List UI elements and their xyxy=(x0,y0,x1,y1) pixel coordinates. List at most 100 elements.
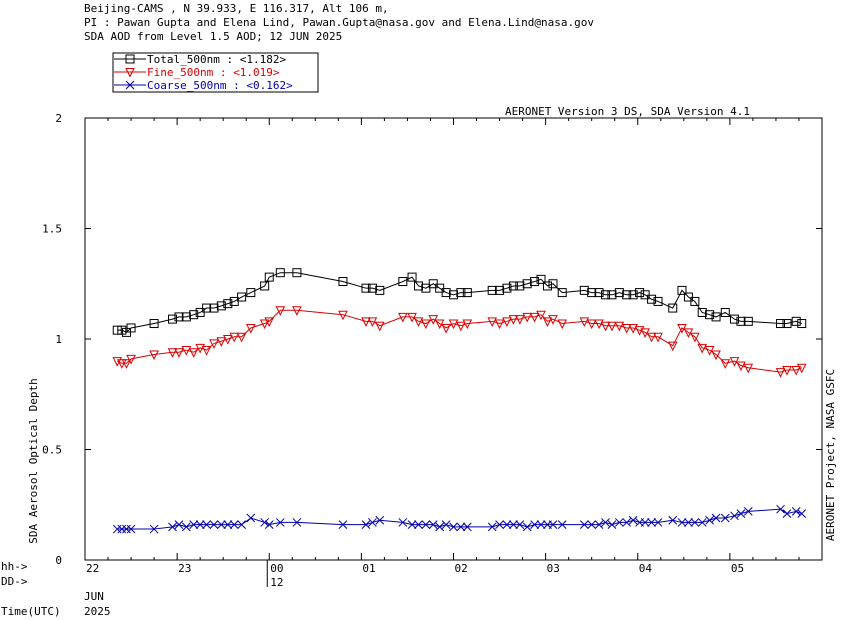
point-coarse_500nm xyxy=(168,522,177,532)
point-total_500nm xyxy=(398,277,408,287)
point-fine_500nm xyxy=(494,319,505,330)
point-coarse_500nm xyxy=(677,518,687,527)
point-coarse_500nm xyxy=(398,518,408,527)
point-coarse_500nm xyxy=(237,520,246,529)
point-fine_500nm xyxy=(413,317,424,327)
point-fine_500nm xyxy=(201,346,212,356)
point-coarse_500nm xyxy=(487,522,497,532)
point-coarse_500nm xyxy=(776,504,785,514)
point-fine_500nm xyxy=(216,337,227,347)
point-coarse_500nm xyxy=(375,515,385,525)
point-coarse_500nm xyxy=(522,522,532,532)
credit-label: AERONET Project, NASA GSFC xyxy=(824,369,837,541)
point-fine_500nm xyxy=(361,317,371,327)
plot-frame xyxy=(84,117,823,561)
point-fine_500nm xyxy=(117,359,127,369)
point-coarse_500nm xyxy=(292,518,302,527)
point-fine_500nm xyxy=(646,332,657,343)
day-row-label: DD-> xyxy=(1,575,28,588)
series-layer xyxy=(112,268,807,534)
point-total_500nm xyxy=(782,319,792,329)
point-coarse_500nm xyxy=(435,522,445,532)
point-total_500nm xyxy=(126,323,136,333)
point-coarse_500nm xyxy=(495,520,504,529)
point-total_500nm xyxy=(223,299,233,309)
point-coarse_500nm xyxy=(607,520,617,529)
series-line-total_500nm xyxy=(117,272,802,333)
point-fine_500nm xyxy=(209,339,219,350)
point-coarse_500nm xyxy=(275,518,285,527)
point-fine_500nm xyxy=(188,348,199,358)
point-coarse_500nm xyxy=(730,511,739,521)
point-coarse_500nm xyxy=(791,507,801,516)
point-total_500nm xyxy=(508,281,518,291)
point-total_500nm xyxy=(697,307,707,317)
point-total_500nm xyxy=(594,288,604,298)
point-total_500nm xyxy=(601,290,611,300)
point-fine_500nm xyxy=(628,323,638,334)
x-tick-label: 00 xyxy=(270,562,283,575)
legend-label: Total_500nm : <1.182> xyxy=(147,53,286,66)
point-coarse_500nm xyxy=(640,518,650,527)
point-fine_500nm xyxy=(487,317,498,327)
version-label: AERONET Version 3 DS, SDA Version 4.1 xyxy=(505,105,750,118)
point-coarse_500nm xyxy=(653,518,663,527)
y-tick-label: 1.5 xyxy=(42,223,62,236)
point-coarse_500nm xyxy=(502,520,512,529)
point-coarse_500nm xyxy=(117,524,127,534)
point-coarse_500nm xyxy=(614,518,624,527)
point-total_500nm xyxy=(668,303,678,313)
point-total_500nm xyxy=(174,312,184,322)
point-fine_500nm xyxy=(222,335,233,345)
point-fine_500nm xyxy=(246,323,256,334)
point-total_500nm xyxy=(181,312,191,322)
point-total_500nm xyxy=(522,279,532,289)
point-total_500nm xyxy=(614,288,624,298)
point-fine_500nm xyxy=(743,363,754,374)
point-coarse_500nm xyxy=(264,520,274,529)
point-fine_500nm xyxy=(174,348,184,358)
point-total_500nm xyxy=(557,288,567,298)
point-total_500nm xyxy=(117,325,127,335)
legend-box xyxy=(112,52,319,93)
x-tick-label: 05 xyxy=(731,562,744,575)
point-coarse_500nm xyxy=(428,520,438,529)
point-total_500nm xyxy=(292,268,302,278)
point-total_500nm xyxy=(112,325,122,335)
point-total_500nm xyxy=(653,296,663,306)
point-total_500nm xyxy=(149,319,159,329)
point-coarse_500nm xyxy=(421,520,431,529)
point-total_500nm xyxy=(515,281,525,291)
legend-marker-icon xyxy=(125,54,135,64)
point-fine_500nm xyxy=(275,306,286,316)
point-coarse_500nm xyxy=(736,509,746,518)
point-total_500nm xyxy=(729,314,739,324)
x-tick-label: 23 xyxy=(178,562,191,575)
point-fine_500nm xyxy=(697,343,708,354)
point-coarse_500nm xyxy=(720,513,730,523)
point-total_500nm xyxy=(449,290,458,300)
point-fine_500nm xyxy=(374,321,385,332)
point-total_500nm xyxy=(264,272,274,282)
point-total_500nm xyxy=(530,277,540,287)
product-line: SDA AOD from Level 1.5 AOD; 12 JUN 2025 xyxy=(84,30,342,43)
point-coarse_500nm xyxy=(743,507,753,516)
point-coarse_500nm xyxy=(697,518,707,527)
point-total_500nm xyxy=(536,274,546,284)
y-axis-label: SDA Aerosol Optical Depth xyxy=(27,378,40,544)
x-tick-label: 01 xyxy=(362,562,375,575)
point-fine_500nm xyxy=(448,319,459,330)
point-fine_500nm xyxy=(720,359,731,369)
point-fine_500nm xyxy=(292,306,302,316)
point-coarse_500nm xyxy=(579,520,589,529)
point-total_500nm xyxy=(628,290,638,300)
point-total_500nm xyxy=(711,312,721,322)
point-coarse_500nm xyxy=(647,518,656,527)
point-fine_500nm xyxy=(782,365,792,376)
point-coarse_500nm xyxy=(181,522,191,532)
point-total_500nm xyxy=(456,288,466,298)
point-fine_500nm xyxy=(167,348,178,358)
y-axis: 0 0.5 1 1.5 2 xyxy=(42,112,822,567)
point-coarse_500nm xyxy=(216,520,226,529)
